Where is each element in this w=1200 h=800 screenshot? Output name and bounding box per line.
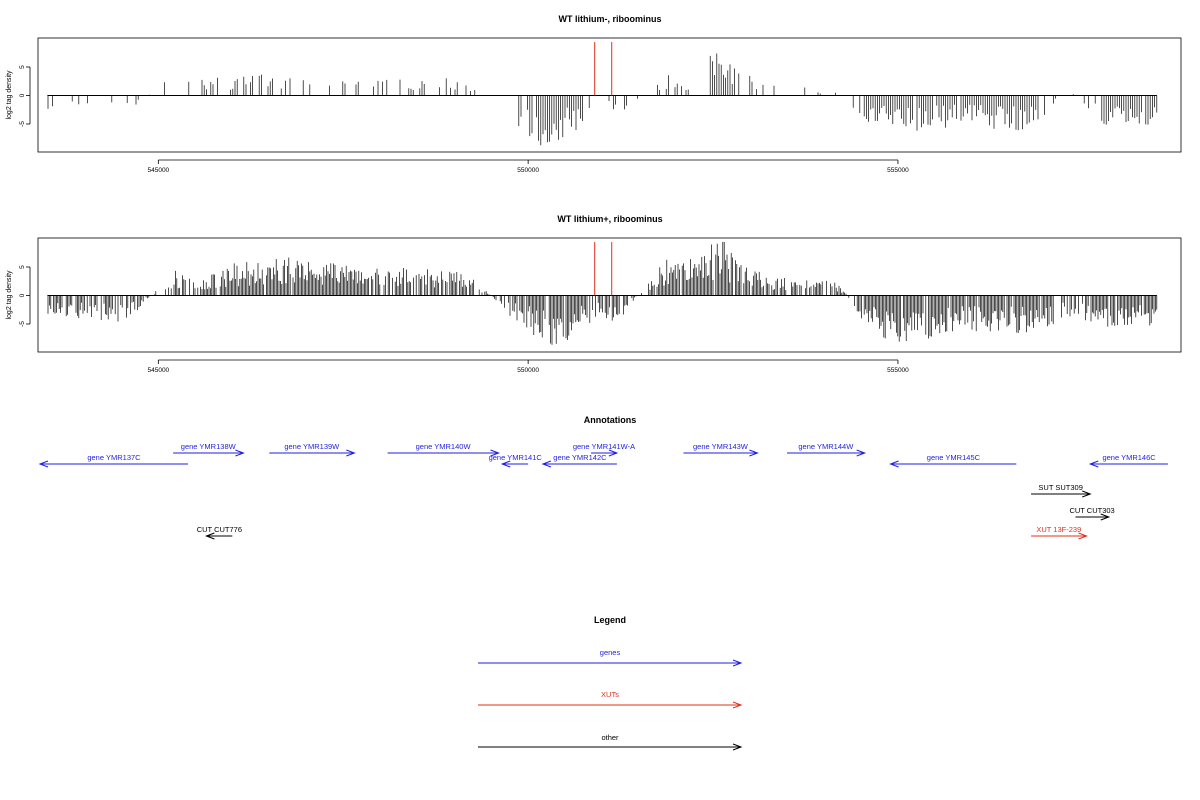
feature-gene-ymr144w: gene YMR144W	[787, 442, 867, 457]
y-tick-label: 0	[19, 293, 26, 297]
arrow-head-icon	[235, 449, 245, 457]
arrow-head-icon	[500, 460, 511, 468]
feature-label: gene YMR145C	[927, 453, 981, 462]
x-axis: 545000 550000 555000	[147, 159, 909, 174]
annotation-features: gene YMR137C gene YMR138W gene YMR139W gene…	[38, 442, 1168, 540]
arrow-head-icon	[346, 449, 356, 457]
feature-xut-13f-239: XUT 13F-239	[1031, 525, 1088, 540]
legend-title: Legend	[594, 615, 626, 625]
arrow-head-icon	[749, 449, 759, 457]
panel-title: WT lithium+, riboominus	[557, 214, 662, 224]
signal-bars	[47, 53, 1158, 146]
arrow-head-icon	[1082, 490, 1092, 498]
feature-label: gene YMR141C	[489, 453, 543, 462]
arrow-head-icon	[1088, 460, 1099, 468]
arrow-head-icon	[490, 449, 500, 457]
feature-label: gene YMR142C	[553, 453, 607, 462]
x-tick-label: 545000	[147, 167, 169, 174]
y-tick-label: 5	[19, 265, 26, 269]
feature-label: gene YMR139W	[284, 442, 340, 451]
feature-label: gene YMR144W	[798, 442, 854, 451]
feature-gene-ymr137c: gene YMR137C	[38, 453, 188, 468]
feature-gene-ymr141w-a: gene YMR141W-A	[573, 442, 635, 457]
feature-label: gene YMR137C	[87, 453, 141, 462]
arrow-head-icon	[732, 659, 743, 667]
arrow-head-icon	[1100, 513, 1111, 521]
track-panel-lithium-minus: WT lithium-, riboominus log2 tag density…	[6, 14, 1182, 174]
y-axis-label: log2 tag density	[6, 270, 13, 320]
annotations-title: Annotations	[584, 415, 637, 425]
arrow-head-icon	[204, 532, 215, 540]
feature-cut-cut776: CUT CUT776	[197, 525, 242, 540]
x-tick-label: 550000	[517, 167, 539, 174]
feature-label: CUT CUT776	[197, 525, 242, 534]
arrow-head-icon	[856, 449, 867, 457]
feature-label: SUT SUT309	[1038, 483, 1082, 492]
feature-label: gene YMR146C	[1102, 453, 1156, 462]
y-axis: -5 0 5	[19, 265, 31, 327]
feature-label: gene YMR141W-A	[573, 442, 635, 451]
feature-label: gene YMR143W	[693, 442, 749, 451]
marker-lines	[594, 242, 613, 296]
x-tick-label: 555000	[887, 167, 909, 174]
feature-gene-ymr140w: gene YMR140W	[387, 442, 500, 457]
feature-label: XUT 13F-239	[1036, 525, 1081, 534]
feature-gene-ymr139w: gene YMR139W	[269, 442, 356, 457]
x-tick-label: 550000	[517, 367, 539, 374]
legend-item-genes: genes	[478, 648, 743, 667]
arrow-head-icon	[732, 743, 743, 751]
y-axis-label: log2 tag density	[6, 70, 13, 120]
panel-title: WT lithium-, riboominus	[559, 14, 662, 24]
legend-label: genes	[600, 648, 621, 657]
legend-item-other: other	[478, 733, 743, 751]
feature-gene-ymr138w: gene YMR138W	[173, 442, 245, 457]
feature-gene-ymr142c: gene YMR142C	[541, 453, 617, 468]
arrow-head-icon	[889, 460, 899, 468]
arrow-head-icon	[608, 449, 619, 457]
plot-frame	[37, 37, 1182, 153]
legend-item-xuts: XUTs	[478, 690, 743, 709]
feature-label: CUT CUT303	[1069, 506, 1114, 515]
y-tick-label: -5	[19, 121, 26, 127]
legend-label: other	[601, 733, 619, 742]
y-tick-label: -5	[19, 321, 26, 327]
feature-sut-sut309: SUT SUT309	[1031, 483, 1092, 498]
feature-gene-ymr145c: gene YMR145C	[889, 453, 1017, 468]
y-tick-label: 0	[19, 93, 26, 97]
x-axis: 545000 550000 555000	[147, 359, 909, 374]
feature-label: gene YMR138W	[181, 442, 237, 451]
x-tick-label: 555000	[887, 367, 909, 374]
x-tick-label: 545000	[147, 367, 169, 374]
marker-lines	[594, 42, 613, 96]
y-axis: -5 0 5	[19, 65, 31, 127]
track-panel-lithium-plus: WT lithium+, riboominus log2 tag density…	[6, 214, 1182, 374]
feature-gene-ymr146c: gene YMR146C	[1088, 453, 1168, 468]
plot-frame	[37, 237, 1182, 353]
arrow-head-icon	[732, 701, 743, 709]
arrow-head-icon	[1078, 532, 1088, 540]
legend: genes XUTs other	[478, 648, 743, 751]
feature-gene-ymr141c: gene YMR141C	[489, 453, 543, 468]
arrow-head-icon	[38, 460, 49, 468]
signal-bars	[47, 241, 1158, 345]
legend-label: XUTs	[601, 690, 619, 699]
y-tick-label: 5	[19, 65, 26, 69]
feature-label: gene YMR140W	[416, 442, 472, 451]
arrow-head-icon	[541, 460, 552, 468]
feature-gene-ymr143w: gene YMR143W	[683, 442, 759, 457]
feature-cut-cut303: CUT CUT303	[1069, 506, 1115, 521]
